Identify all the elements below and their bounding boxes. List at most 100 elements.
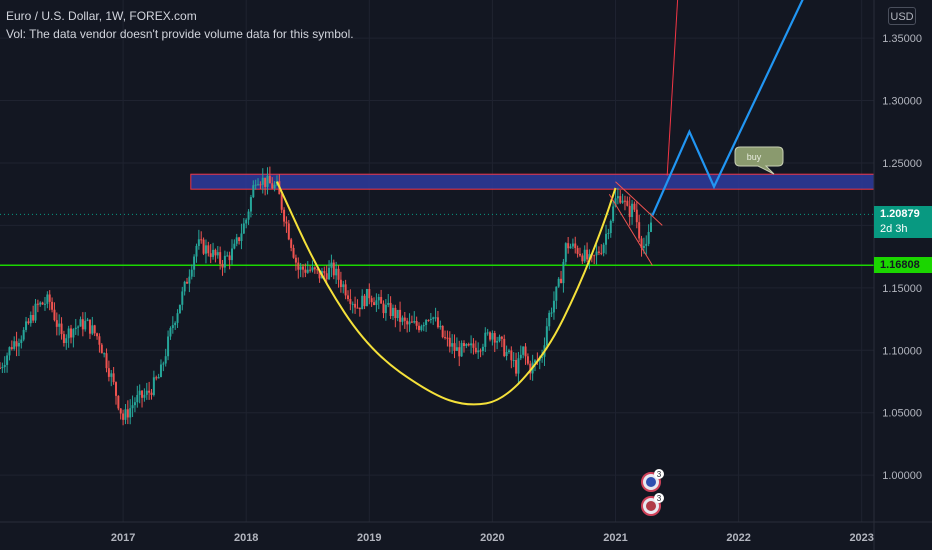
candle-body [159, 364, 162, 378]
candle-body [103, 353, 106, 355]
candle-body [524, 346, 527, 357]
candle-body [268, 175, 271, 184]
candle-body [86, 319, 89, 321]
candle-body [578, 253, 581, 256]
candle-body [607, 233, 610, 235]
candle-body [247, 211, 250, 220]
time-tick-label: 2019 [357, 532, 381, 544]
candle-body [354, 303, 357, 308]
candle-body [349, 299, 352, 304]
candle-body [112, 373, 115, 383]
candle-body [29, 314, 32, 324]
candle-body [337, 268, 340, 280]
candle-body [507, 350, 510, 352]
candle-body [100, 344, 103, 354]
candle-body [221, 263, 224, 268]
candle-body [458, 347, 461, 357]
candle-body [238, 237, 241, 242]
candle-body [605, 233, 608, 245]
candle-body [242, 223, 245, 234]
candle-body [235, 237, 238, 244]
candle-body [394, 307, 397, 319]
flag-center [646, 501, 656, 511]
candle-body [370, 298, 373, 303]
candle-body [230, 248, 233, 261]
candle-body [541, 356, 544, 358]
currency-button[interactable]: USD [888, 7, 916, 25]
candle-body [406, 320, 409, 325]
buy-callout-text: buy [747, 152, 762, 162]
candle-body [351, 303, 354, 305]
candle-body [207, 245, 210, 254]
candle-body [105, 353, 108, 369]
candle-body [51, 301, 54, 310]
badge-count-dot [654, 493, 664, 503]
candle-body [257, 184, 260, 186]
candle-body [77, 326, 80, 328]
candle-body [96, 333, 99, 337]
candle-body [249, 197, 252, 212]
candle-body [46, 294, 49, 304]
candle-body [455, 347, 458, 351]
volume-legend-note: Vol: The data vendor doesn't provide vol… [6, 27, 354, 41]
candle-body [571, 243, 574, 247]
candle-body [588, 254, 591, 260]
resistance-zone [190, 173, 875, 190]
candle-body [399, 309, 402, 322]
candle-body [432, 317, 435, 319]
candle-body [22, 329, 25, 340]
candle-body [264, 177, 267, 187]
candle-body [439, 325, 442, 328]
candle-body [576, 248, 579, 254]
candle-body [200, 239, 203, 241]
candle-body [479, 350, 482, 352]
candle-body [302, 266, 305, 270]
symbol-legend-title[interactable]: Euro / U.S. Dollar, 1W, FOREX.com [6, 9, 197, 23]
candle-body [48, 294, 51, 302]
bar-countdown: 2d 3h [880, 223, 908, 235]
candle-body [619, 196, 622, 203]
candle-body [628, 205, 631, 217]
candle-body [548, 312, 551, 327]
flag-channel-line [608, 193, 653, 266]
candle-body [365, 289, 368, 307]
candle-body [129, 408, 132, 418]
candle-body [164, 356, 167, 364]
candle-body [55, 320, 58, 327]
candle-body [427, 320, 430, 322]
candle-body [609, 220, 612, 234]
candle-body [650, 222, 653, 232]
candle-body [477, 350, 480, 353]
candle-body [212, 249, 215, 257]
candle-body [586, 249, 589, 260]
candle-body [460, 343, 463, 357]
candle-body [3, 364, 6, 368]
candle-body [448, 337, 451, 347]
buy-callout[interactable]: buy [734, 146, 784, 175]
candle-body [339, 279, 342, 288]
candle-body [41, 302, 44, 305]
candle-body [465, 344, 468, 347]
candle-body [328, 267, 331, 280]
candle-body [489, 332, 492, 340]
candle-body [193, 256, 196, 270]
candle-body [304, 269, 307, 273]
candle-body [152, 377, 155, 395]
candle-body [635, 209, 638, 223]
candle-body [261, 177, 264, 185]
candle-body [60, 323, 63, 335]
candle-body [122, 413, 125, 420]
candle-body [387, 302, 390, 305]
red-projection-line [666, 0, 679, 176]
candle-body [564, 243, 567, 262]
candle-body [143, 394, 146, 398]
candle-body [602, 244, 605, 253]
candle-body [117, 395, 120, 409]
candle-body [626, 200, 629, 206]
candle-body [53, 309, 56, 321]
candle-body [534, 360, 537, 363]
candle-body [197, 239, 200, 246]
